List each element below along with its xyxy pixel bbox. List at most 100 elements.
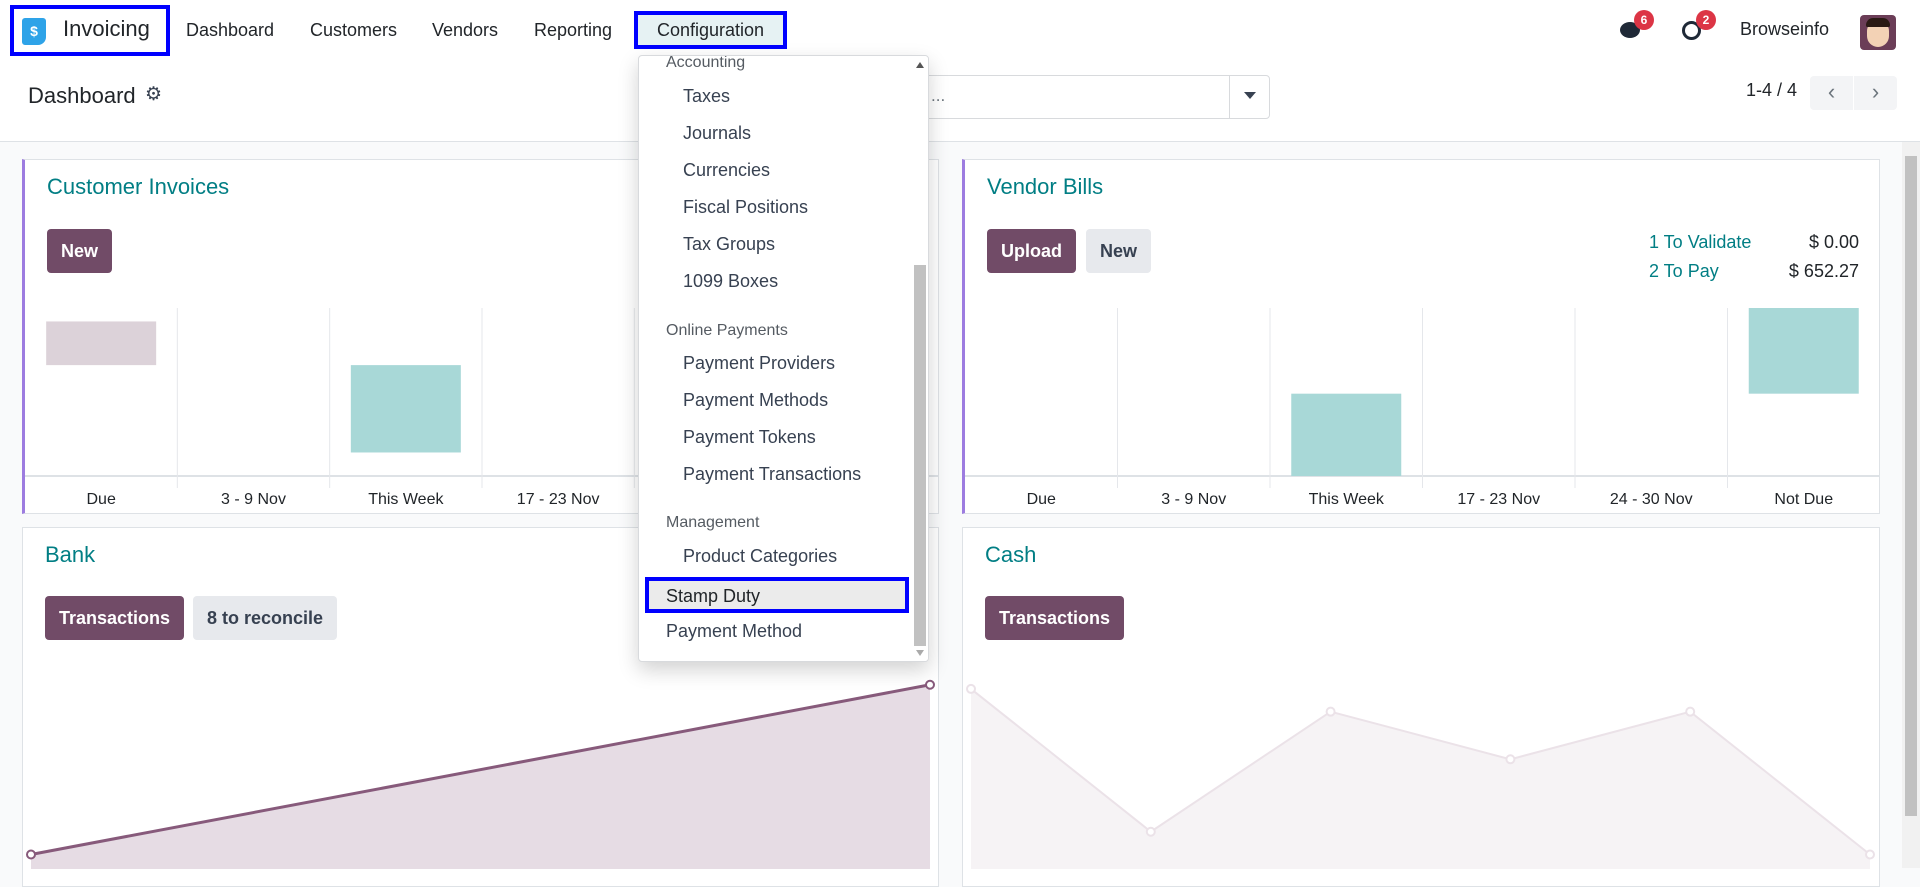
clock-icon — [1682, 21, 1701, 40]
x-tick-label: This Week — [368, 491, 444, 508]
menu-item-payment-providers[interactable]: Payment Providers — [683, 353, 836, 373]
menu-item-stamp-duty[interactable]: Stamp Duty — [645, 577, 909, 613]
messages-button[interactable]: 6 — [1620, 10, 1654, 42]
card-title[interactable]: Bank — [45, 542, 96, 567]
new-bill-button[interactable]: New — [1086, 229, 1152, 273]
menu-header-management: Management — [666, 514, 760, 531]
data-point[interactable] — [1685, 706, 1696, 717]
menu-item-taxes[interactable]: Taxes — [683, 86, 731, 106]
card-title[interactable]: Cash — [985, 542, 1037, 567]
menu-item-payment-methods[interactable]: Payment Methods — [683, 390, 829, 410]
line-chart-svg — [26, 679, 935, 869]
top-navbar: $ Invoicing Dashboard Customers Vendors … — [0, 0, 1920, 56]
configuration-dropdown: Accounting Taxes Journals Currencies Fis… — [638, 55, 929, 662]
card-cash: Cash Transactions — [962, 527, 1880, 887]
cash-transactions-button[interactable]: Transactions — [985, 596, 1125, 640]
scroll-up-arrow-icon[interactable] — [916, 62, 924, 68]
page-title: Dashboard — [28, 83, 136, 108]
card-vendor-bills: Vendor Bills Upload New 1 To Validate $ … — [962, 159, 1880, 514]
menu-item-payment-transactions[interactable]: Payment Transactions — [683, 464, 862, 484]
app-brand[interactable]: $ Invoicing — [10, 5, 170, 56]
menu-item-tax-groups[interactable]: Tax Groups — [683, 234, 776, 254]
data-point[interactable] — [1505, 754, 1516, 765]
scroll-down-arrow-icon[interactable] — [916, 650, 924, 656]
x-tick-label: Due — [1027, 491, 1056, 508]
menu-configuration[interactable]: Configuration — [634, 11, 787, 49]
bar-chart-svg: Due 3 - 9 Nov This Week 17 - 23 Nov 24 - 30 … — [965, 308, 1880, 508]
chevron-right-icon: › — [1871, 79, 1880, 104]
line-chart-svg — [966, 683, 1875, 869]
invoice-dollar-icon: $ — [22, 18, 46, 45]
control-panel: Dashboard ⚙ ... 1-4 / 4 ‹ › — [0, 56, 1920, 142]
bank-chart[interactable] — [23, 662, 938, 869]
data-point[interactable] — [26, 849, 36, 860]
x-tick-label: 24 - 30 Nov — [1610, 491, 1693, 508]
data-point[interactable] — [966, 683, 976, 694]
data-point[interactable] — [1325, 706, 1336, 717]
menu-item-payment-method[interactable]: Payment Method — [666, 621, 803, 641]
menu-vendors[interactable]: Vendors — [432, 20, 499, 40]
caret-down-icon — [1244, 92, 1256, 99]
bank-transactions-button[interactable]: Transactions — [45, 596, 185, 640]
area-fill — [31, 684, 930, 869]
to-pay-link[interactable]: 2 To Pay — [1649, 261, 1719, 281]
menu-item-product-categories[interactable]: Product Categories — [683, 546, 838, 566]
reconcile-button[interactable]: 8 to reconcile — [193, 596, 338, 640]
new-invoice-button[interactable]: New — [47, 229, 113, 273]
app-name: Invoicing — [63, 16, 150, 41]
menu-header-online-payments: Online Payments — [666, 322, 788, 339]
menu-item-fiscal-positions[interactable]: Fiscal Positions — [683, 197, 809, 217]
page-scrollbar[interactable] — [1902, 142, 1920, 868]
to-validate-link[interactable]: 1 To Validate — [1649, 232, 1752, 252]
to-pay-amount: $ 652.27 — [1788, 261, 1859, 281]
area-fill — [971, 688, 1870, 869]
x-tick-label: 3 - 9 Nov — [221, 491, 286, 508]
x-tick-label: Not Due — [1774, 491, 1833, 508]
menu-reporting[interactable]: Reporting — [534, 20, 613, 40]
dropdown-scrollbar[interactable] — [912, 56, 928, 661]
x-tick-label: 3 - 9 Nov — [1161, 491, 1226, 508]
activities-button[interactable]: 2 — [1682, 10, 1716, 42]
gear-icon[interactable]: ⚙ — [145, 84, 163, 105]
chevron-left-icon: ‹ — [1827, 79, 1836, 104]
card-title[interactable]: Customer Invoices — [47, 174, 230, 199]
bar-this-week[interactable] — [1291, 393, 1402, 476]
user-name[interactable]: Browseinfo — [1740, 19, 1830, 39]
menu-dashboard[interactable]: Dashboard — [186, 20, 275, 40]
menu-item-stamp-duty-label: Stamp Duty — [666, 586, 761, 606]
card-bank: Bank Transactions 8 to reconcile — [22, 527, 939, 887]
x-tick-label: 17 - 23 Nov — [1457, 491, 1540, 508]
cash-chart[interactable] — [963, 662, 1878, 869]
messages-badge: 6 — [1634, 10, 1654, 30]
bar-not-due[interactable] — [1748, 308, 1859, 394]
menu-item-journals[interactable]: Journals — [683, 123, 752, 143]
data-point[interactable] — [925, 679, 935, 690]
menu-customers[interactable]: Customers — [310, 20, 398, 40]
search-dropdown-toggle[interactable] — [1229, 76, 1269, 118]
to-validate-amount: $ 0.00 — [1808, 232, 1859, 252]
x-tick-label: 17 - 23 Nov — [517, 491, 600, 508]
pager-next-button[interactable]: › — [1854, 76, 1897, 110]
vendor-bills-chart[interactable]: Due 3 - 9 Nov This Week 17 - 23 Nov 24 - 30 … — [965, 308, 1880, 514]
bar-this-week[interactable] — [350, 365, 461, 453]
pager-previous-button[interactable]: ‹ — [1810, 76, 1853, 110]
series-line — [30, 683, 931, 856]
data-point[interactable] — [1865, 849, 1875, 860]
x-tick-label: This Week — [1309, 491, 1385, 508]
menu-item-1099-boxes[interactable]: 1099 Boxes — [683, 271, 779, 291]
search-placeholder: ... — [931, 86, 946, 105]
bar-due[interactable] — [46, 321, 157, 366]
dropdown-scrollbar-thumb[interactable] — [914, 265, 926, 646]
menu-item-payment-tokens[interactable]: Payment Tokens — [683, 427, 816, 447]
card-title[interactable]: Vendor Bills — [987, 174, 1104, 199]
activities-badge: 2 — [1696, 10, 1716, 30]
menu-header-accounting: Accounting — [666, 55, 746, 71]
pager-value[interactable]: 1-4 / 4 — [1746, 80, 1798, 100]
series-line — [970, 688, 1871, 856]
menu-item-currencies[interactable]: Currencies — [683, 160, 771, 180]
upload-bill-button[interactable]: Upload — [987, 229, 1076, 273]
page-scrollbar-thumb[interactable] — [1905, 156, 1917, 816]
x-tick-label: Due — [86, 491, 115, 508]
data-point[interactable] — [1145, 826, 1156, 837]
avatar[interactable] — [1860, 15, 1896, 50]
